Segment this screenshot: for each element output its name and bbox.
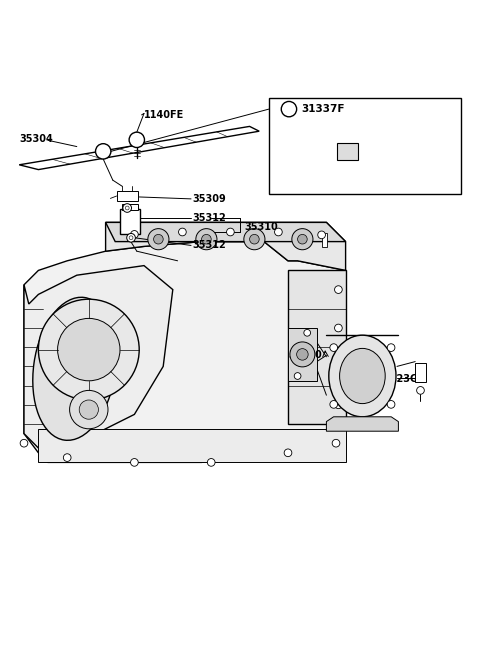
Text: 35304: 35304 <box>19 134 53 144</box>
Polygon shape <box>19 127 259 170</box>
Polygon shape <box>106 222 346 270</box>
Text: 1123GE: 1123GE <box>384 375 426 384</box>
Circle shape <box>304 329 311 336</box>
Circle shape <box>294 373 301 379</box>
Ellipse shape <box>329 335 396 417</box>
Circle shape <box>298 234 307 244</box>
Bar <box>337 143 358 159</box>
Circle shape <box>196 229 217 250</box>
Circle shape <box>335 324 342 332</box>
Text: 35309: 35309 <box>192 194 226 204</box>
Circle shape <box>202 234 211 244</box>
Polygon shape <box>24 266 173 453</box>
Circle shape <box>335 286 342 293</box>
Circle shape <box>292 229 313 250</box>
Circle shape <box>335 401 342 409</box>
Circle shape <box>387 401 395 408</box>
Circle shape <box>387 344 395 352</box>
Circle shape <box>244 229 265 250</box>
Circle shape <box>297 348 308 360</box>
Circle shape <box>123 203 132 213</box>
Circle shape <box>70 390 108 429</box>
Circle shape <box>131 230 138 238</box>
Bar <box>415 363 426 382</box>
Circle shape <box>417 386 424 394</box>
Circle shape <box>154 234 163 244</box>
Circle shape <box>330 344 337 352</box>
Circle shape <box>330 401 337 408</box>
Circle shape <box>20 440 28 447</box>
Circle shape <box>284 449 292 457</box>
Polygon shape <box>288 328 317 380</box>
Circle shape <box>318 231 325 239</box>
Bar <box>269 98 461 194</box>
Text: 35100: 35100 <box>288 350 322 360</box>
Circle shape <box>38 299 139 400</box>
Text: 35310: 35310 <box>245 222 278 232</box>
Bar <box>322 233 327 247</box>
Text: 1140FE: 1140FE <box>144 110 184 120</box>
Circle shape <box>179 228 186 236</box>
Circle shape <box>207 459 215 466</box>
Circle shape <box>148 229 169 250</box>
Circle shape <box>332 440 340 447</box>
Circle shape <box>131 459 138 466</box>
Circle shape <box>63 454 71 461</box>
Text: 35312: 35312 <box>192 241 226 251</box>
Polygon shape <box>24 241 346 462</box>
Circle shape <box>79 400 98 419</box>
Bar <box>117 191 138 201</box>
Text: 31337F: 31337F <box>301 104 345 114</box>
Circle shape <box>335 363 342 370</box>
Ellipse shape <box>33 297 116 440</box>
Circle shape <box>227 228 234 236</box>
Circle shape <box>129 236 133 239</box>
Text: a: a <box>287 104 291 113</box>
Text: 35312: 35312 <box>192 213 226 222</box>
Polygon shape <box>288 270 346 424</box>
Circle shape <box>127 234 135 242</box>
Ellipse shape <box>339 348 385 403</box>
Circle shape <box>96 144 111 159</box>
Circle shape <box>129 132 144 148</box>
Polygon shape <box>326 417 398 431</box>
Bar <box>38 429 346 462</box>
Circle shape <box>125 206 129 210</box>
Circle shape <box>250 234 259 244</box>
Bar <box>120 209 140 234</box>
Circle shape <box>58 318 120 380</box>
Circle shape <box>275 228 282 236</box>
Circle shape <box>290 342 315 367</box>
Circle shape <box>281 102 297 117</box>
Polygon shape <box>106 222 346 241</box>
Bar <box>122 204 138 210</box>
Text: a: a <box>101 147 106 156</box>
